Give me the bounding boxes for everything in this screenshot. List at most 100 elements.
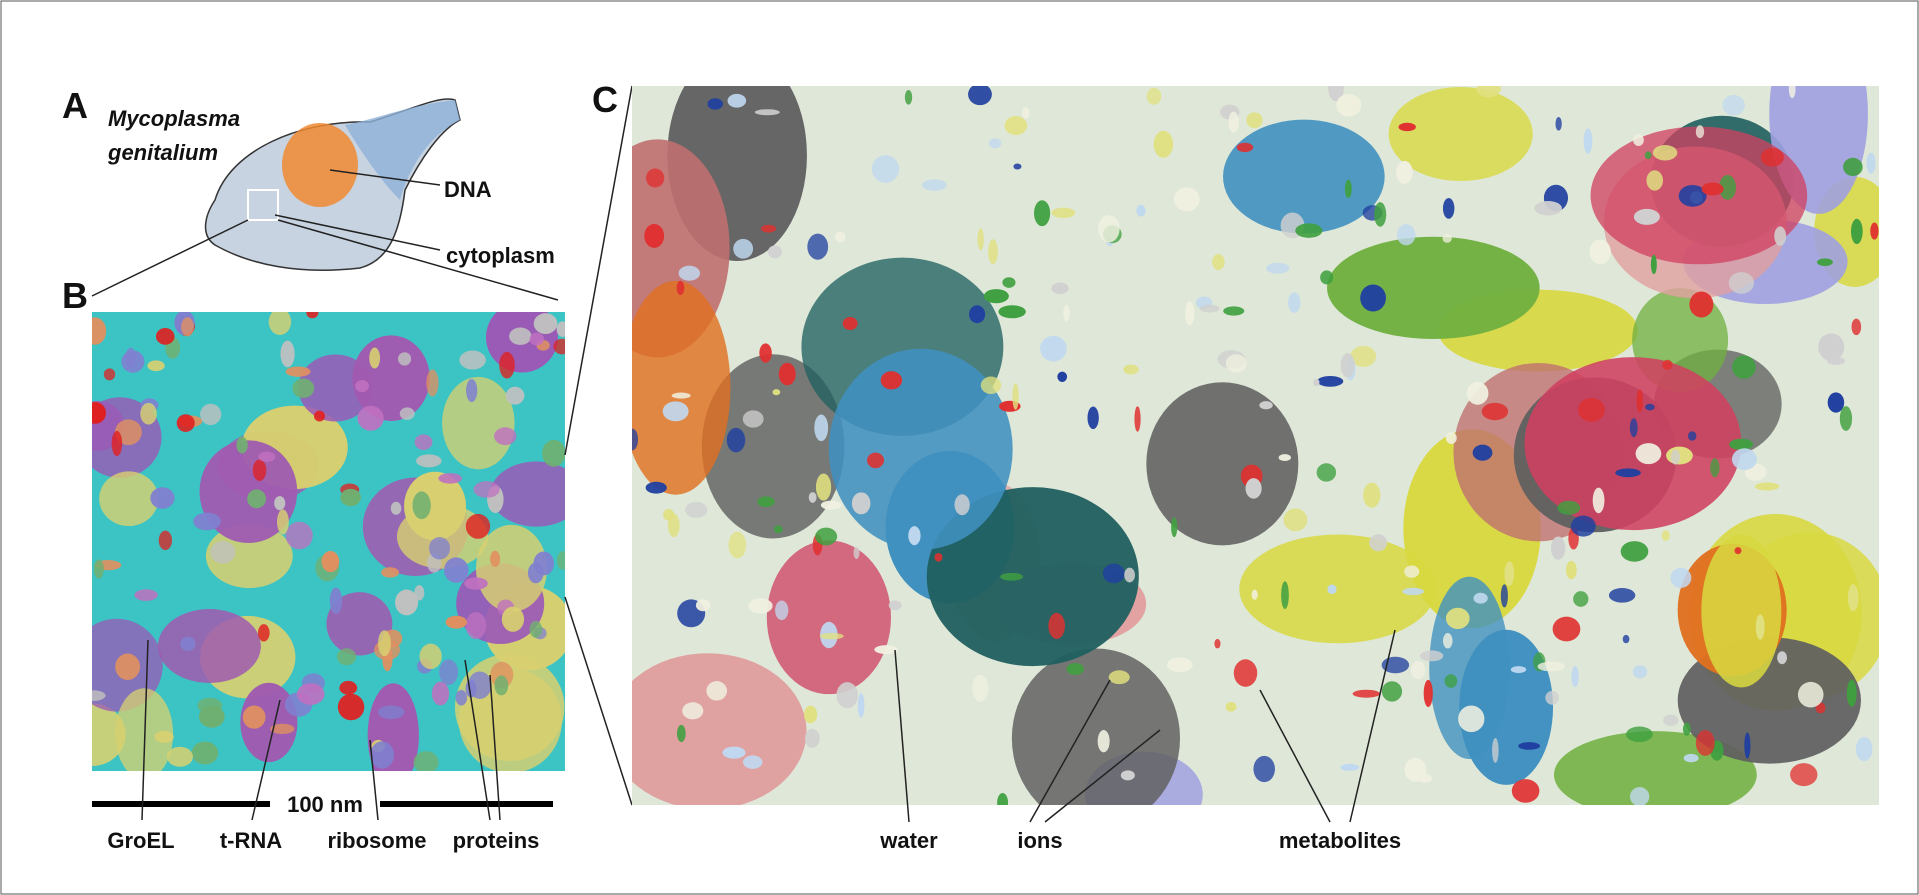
molecule (1442, 234, 1451, 243)
molecule (955, 494, 970, 515)
molecule (1866, 153, 1875, 174)
molecule (1671, 449, 1680, 464)
molecule (115, 654, 140, 680)
molecule (506, 387, 525, 405)
molecule (459, 351, 486, 370)
molecule (1327, 585, 1336, 595)
molecule (981, 377, 1001, 394)
molecule (339, 681, 357, 695)
molecule (728, 532, 746, 559)
molecule (494, 427, 516, 445)
molecule (446, 616, 467, 629)
molecule (1630, 418, 1638, 437)
molecule (1012, 383, 1018, 409)
molecule (969, 305, 985, 323)
molecule (1146, 382, 1298, 545)
molecule (1744, 733, 1750, 759)
molecule (706, 681, 727, 700)
molecule (1534, 201, 1561, 215)
molecule (502, 607, 524, 632)
molecule (134, 589, 157, 601)
molecule (1012, 648, 1180, 827)
molecule (1040, 336, 1067, 362)
molecule (1340, 764, 1359, 771)
molecule (1223, 120, 1385, 234)
molecule (413, 751, 438, 773)
molecule (177, 414, 195, 432)
molecule (1411, 661, 1425, 679)
scale-bar-label: 100 nm (287, 792, 363, 817)
molecule (1840, 406, 1852, 431)
molecule (755, 109, 780, 115)
molecule (1670, 568, 1691, 588)
molecule (775, 600, 788, 620)
molecule (1818, 333, 1844, 360)
molecule (1578, 398, 1605, 422)
molecule (112, 431, 123, 456)
molecule (905, 90, 912, 105)
molecule (1663, 715, 1678, 727)
molecule (1246, 478, 1262, 499)
molecule (370, 741, 394, 768)
molecule (805, 729, 820, 748)
molecule (381, 567, 399, 577)
molecule (1345, 180, 1352, 198)
molecule (768, 246, 782, 259)
molecule (1109, 670, 1130, 684)
molecule (286, 522, 313, 550)
cytoplasm-label: cytoplasm (446, 243, 555, 268)
molecule (1756, 614, 1765, 639)
molecule (1212, 254, 1225, 270)
molecule (609, 653, 807, 809)
molecule (1341, 353, 1355, 378)
molecule (972, 675, 988, 702)
molecule (728, 94, 747, 108)
molecule (1555, 117, 1561, 131)
molecule (679, 266, 700, 281)
molecule (1234, 659, 1257, 687)
molecule (1729, 272, 1754, 294)
molecule (1798, 682, 1824, 708)
molecule (509, 328, 531, 345)
molecule (1295, 223, 1322, 237)
molecule (274, 496, 285, 510)
molecule (816, 474, 831, 501)
molecule (1048, 613, 1065, 639)
molecule (1443, 198, 1454, 219)
molecule (1646, 170, 1663, 190)
molecule (1446, 432, 1457, 444)
molecule (1571, 666, 1579, 687)
molecule (140, 403, 157, 425)
molecule (1374, 202, 1386, 227)
molecule (104, 368, 115, 380)
molecule (908, 526, 920, 545)
molecule (1399, 123, 1416, 131)
molecule (236, 437, 247, 454)
molecule (1134, 406, 1140, 431)
molecule (355, 380, 369, 392)
molecule (1504, 561, 1514, 586)
molecule (247, 489, 266, 508)
molecule (369, 347, 380, 368)
callout-label: metabolites (1279, 828, 1401, 853)
molecule (1848, 584, 1859, 611)
molecule (1683, 722, 1691, 735)
molecule (1662, 360, 1672, 370)
molecule (1397, 224, 1416, 245)
molecule (934, 553, 942, 562)
molecule (322, 551, 340, 572)
panel-b-image (58, 302, 582, 787)
molecule (286, 366, 311, 376)
callout-label: t-RNA (220, 828, 282, 853)
molecule (280, 341, 294, 368)
molecule (494, 675, 508, 695)
molecule (1626, 727, 1653, 743)
molecule (1584, 128, 1593, 154)
molecule (542, 440, 565, 467)
molecule (858, 693, 865, 718)
molecule (988, 239, 998, 264)
molecule (1363, 483, 1380, 508)
molecule (1843, 158, 1863, 176)
molecule (1645, 151, 1652, 159)
molecule (836, 682, 858, 708)
